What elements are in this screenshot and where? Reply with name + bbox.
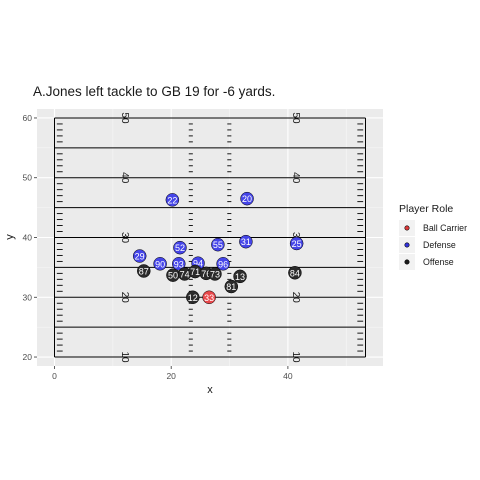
player-jersey-label: 73	[210, 269, 220, 279]
player-marker: 55	[211, 237, 225, 252]
axes-layer: 0 20 40 20 30 40 50 60	[23, 113, 293, 381]
player-marker: 12	[186, 290, 200, 305]
player-jersey-label: 81	[226, 282, 236, 292]
player-dot	[211, 237, 225, 252]
player-marker: 93	[172, 257, 186, 271]
yard-number-right: 40	[290, 172, 301, 184]
player-marker: 33	[202, 290, 216, 305]
legend-label: Defense	[423, 240, 456, 250]
legend-entry: Offense	[399, 254, 454, 270]
player-marker: 52	[173, 240, 187, 255]
player-marker: 87	[137, 264, 151, 278]
player-dot	[224, 279, 239, 294]
player-dot	[239, 234, 253, 249]
legend-entry: Defense	[399, 237, 456, 253]
player-dot	[153, 257, 167, 271]
x-tick-label: 40	[283, 371, 293, 381]
yard-number-right: 50	[290, 112, 301, 124]
legend-swatch	[404, 259, 410, 265]
player-marker: 81	[224, 279, 239, 294]
player-dot	[202, 290, 216, 305]
player-jersey-label: 87	[139, 266, 149, 276]
y-tick-label: 40	[23, 233, 33, 243]
player-dot	[165, 193, 180, 207]
player-jersey-label: 12	[188, 293, 198, 303]
player-marker: 13	[233, 269, 247, 284]
yard-number-left: 40	[119, 172, 130, 184]
football-field	[54, 117, 366, 358]
legend-swatch	[404, 242, 410, 248]
player-marker: 96	[216, 257, 230, 271]
x-axis-title: x	[207, 384, 213, 396]
player-dot	[240, 191, 254, 206]
y-axis-title: y	[4, 234, 16, 240]
player-dot	[172, 257, 186, 271]
player-jersey-label: 33	[204, 293, 214, 303]
yard-number-right: 10	[290, 351, 301, 363]
player-marker: 31	[239, 234, 253, 249]
player-marker: 22	[165, 193, 180, 207]
player-dot	[186, 290, 200, 305]
player-jersey-label: 31	[241, 237, 251, 247]
yard-number-left: 30	[119, 232, 130, 244]
legend-title: Player Role	[399, 203, 453, 215]
y-tick-label: 30	[23, 292, 33, 302]
player-jersey-label: 84	[290, 268, 300, 278]
legend-swatch	[404, 225, 410, 231]
player-jersey-label: 93	[174, 259, 184, 269]
player-jersey-label: 13	[235, 272, 245, 282]
y-tick-label: 20	[23, 352, 33, 362]
player-jersey-label: 74	[180, 269, 190, 279]
player-jersey-label: 55	[213, 240, 223, 250]
player-dot	[137, 264, 151, 278]
player-jersey-label: 94	[193, 259, 203, 269]
player-dot	[289, 236, 304, 251]
player-jersey-label: 50	[168, 271, 178, 281]
player-marker: 90	[153, 257, 167, 271]
legend: Player Role Ball Carrier Defense Offense	[399, 203, 467, 270]
legend-label: Offense	[423, 257, 454, 267]
y-tick-label: 50	[23, 173, 33, 183]
yard-number-left: 50	[119, 112, 130, 124]
yard-number-left: 20	[119, 292, 130, 304]
player-jersey-label: 22	[167, 195, 177, 205]
player-jersey-label: 29	[135, 252, 145, 262]
chart-title: A.Jones left tackle to GB 19 for -6 yard…	[33, 84, 275, 99]
player-dot	[132, 249, 147, 263]
yard-number-right: 20	[290, 292, 301, 304]
player-jersey-label: 76	[201, 269, 211, 279]
player-marker: 25	[289, 236, 304, 251]
player-marker: 71	[188, 264, 202, 279]
player-jersey-label: 52	[175, 243, 185, 253]
player-jersey-label: 71	[190, 267, 200, 277]
player-jersey-label: 90	[155, 259, 165, 269]
player-dot	[208, 267, 222, 281]
legend-label: Ball Carrier	[423, 223, 467, 233]
player-jersey-label: 25	[292, 239, 302, 249]
x-tick-label: 20	[166, 371, 176, 381]
player-jersey-label: 96	[218, 259, 228, 269]
legend-entry: Ball Carrier	[399, 220, 467, 236]
yard-number-left: 10	[119, 351, 130, 363]
player-dot	[233, 269, 247, 284]
player-marker: 50	[166, 268, 180, 282]
y-tick-label: 60	[23, 113, 33, 123]
x-tick-label: 0	[52, 371, 57, 381]
player-jersey-label: 20	[242, 194, 252, 204]
player-marker: 84	[288, 266, 302, 280]
player-marker: 29	[132, 249, 147, 263]
player-dot	[216, 257, 230, 271]
player-marker: 20	[240, 191, 254, 206]
player-dot	[288, 266, 302, 280]
player-marker: 73	[208, 267, 222, 281]
player-dot	[173, 240, 187, 255]
